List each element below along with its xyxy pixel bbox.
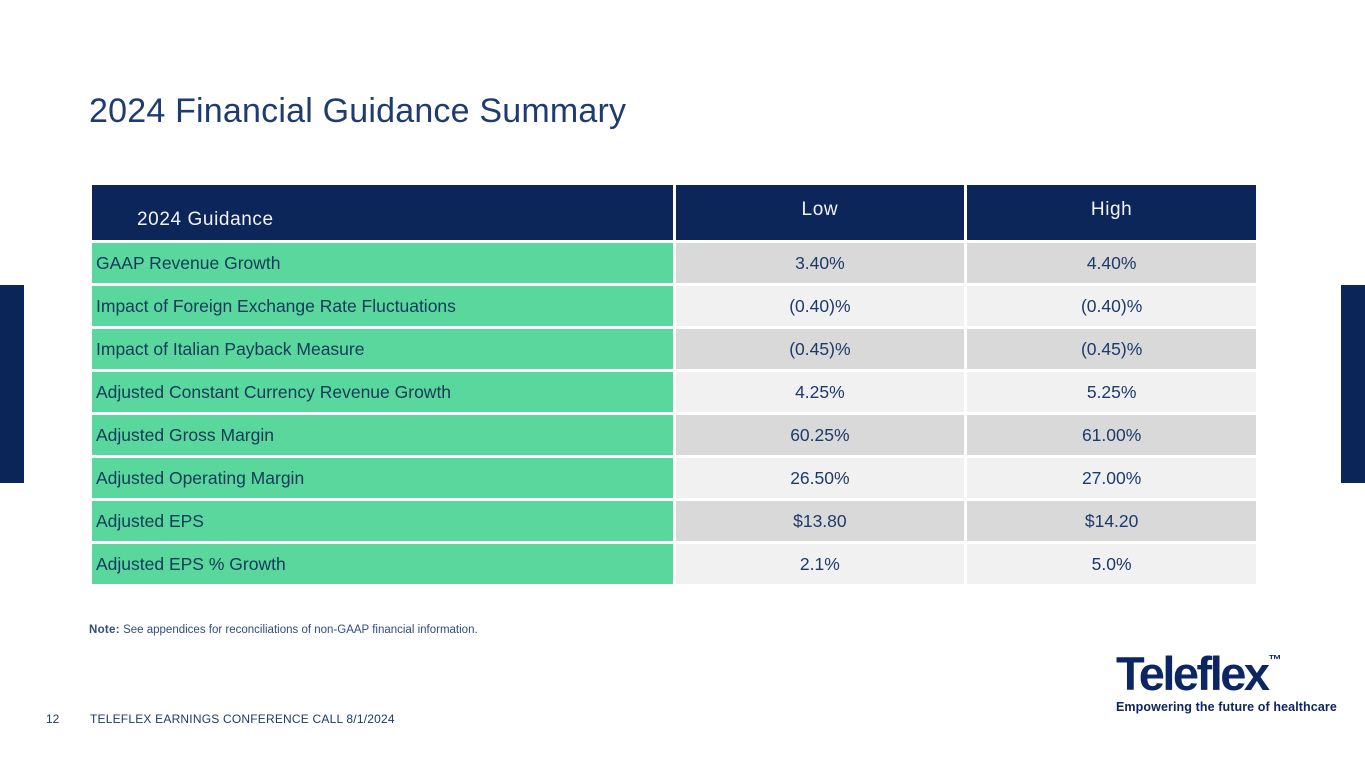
header-low: Low [672,182,968,243]
teleflex-tagline: Empowering the future of healthcare [1116,700,1337,714]
table-row: Impact of Italian Payback Measure (0.45)… [89,326,1259,372]
table-row: Adjusted Constant Currency Revenue Growt… [89,369,1259,415]
table-header-row: 2024 Guidance Low High [89,182,1259,243]
header-high: High [964,182,1259,243]
footer-text: TELEFLEX EARNINGS CONFERENCE CALL 8/1/20… [90,712,395,726]
table-row: Adjusted EPS $13.80 $14.20 [89,498,1259,544]
row-high-value: (0.40)% [964,283,1259,329]
right-accent-bar [1341,285,1365,483]
table-row: GAAP Revenue Growth 3.40% 4.40% [89,240,1259,286]
page-number: 12 [46,712,60,726]
teleflex-wordmark: Teleflex™ [1116,650,1328,697]
row-high-value: 5.25% [964,369,1259,415]
row-low-value: (0.40)% [672,283,968,329]
row-high-value: 5.0% [964,541,1259,587]
row-high-value: 61.00% [964,412,1259,458]
teleflex-wordmark-text: Teleflex [1116,647,1270,700]
row-high-value: $14.20 [964,498,1259,544]
row-label: GAAP Revenue Growth [89,240,676,286]
table-row: Impact of Foreign Exchange Rate Fluctuat… [89,283,1259,329]
row-low-value: 26.50% [672,455,968,501]
footnote-prefix: Note: [89,624,120,636]
footnote: Note: See appendices for reconciliations… [89,624,478,636]
row-low-value: (0.45)% [672,326,968,372]
header-guidance: 2024 Guidance [89,182,676,243]
footnote-text: See appendices for reconciliations of no… [119,624,478,636]
row-low-value: 4.25% [672,369,968,415]
guidance-table: 2024 Guidance Low High GAAP Revenue Grow… [89,182,1259,587]
slide-title: 2024 Financial Guidance Summary [89,92,627,130]
row-label: Adjusted EPS [89,498,676,544]
row-low-value: $13.80 [672,498,968,544]
table-row: Adjusted Gross Margin 60.25% 61.00% [89,412,1259,458]
row-label: Impact of Italian Payback Measure [89,326,676,372]
row-label: Adjusted Constant Currency Revenue Growt… [89,369,676,415]
table-row: Adjusted Operating Margin 26.50% 27.00% [89,455,1259,501]
teleflex-logo: Teleflex™ Empowering the future of healt… [1116,650,1337,714]
row-high-value: (0.45)% [964,326,1259,372]
row-low-value: 2.1% [672,541,968,587]
trademark-symbol: ™ [1268,652,1282,667]
table-row: Adjusted EPS % Growth 2.1% 5.0% [89,541,1259,587]
row-label: Impact of Foreign Exchange Rate Fluctuat… [89,283,676,329]
row-label: Adjusted Gross Margin [89,412,676,458]
row-low-value: 3.40% [672,240,968,286]
row-label: Adjusted EPS % Growth [89,541,676,587]
row-high-value: 4.40% [964,240,1259,286]
left-accent-bar [0,285,24,483]
row-low-value: 60.25% [672,412,968,458]
row-high-value: 27.00% [964,455,1259,501]
row-label: Adjusted Operating Margin [89,455,676,501]
